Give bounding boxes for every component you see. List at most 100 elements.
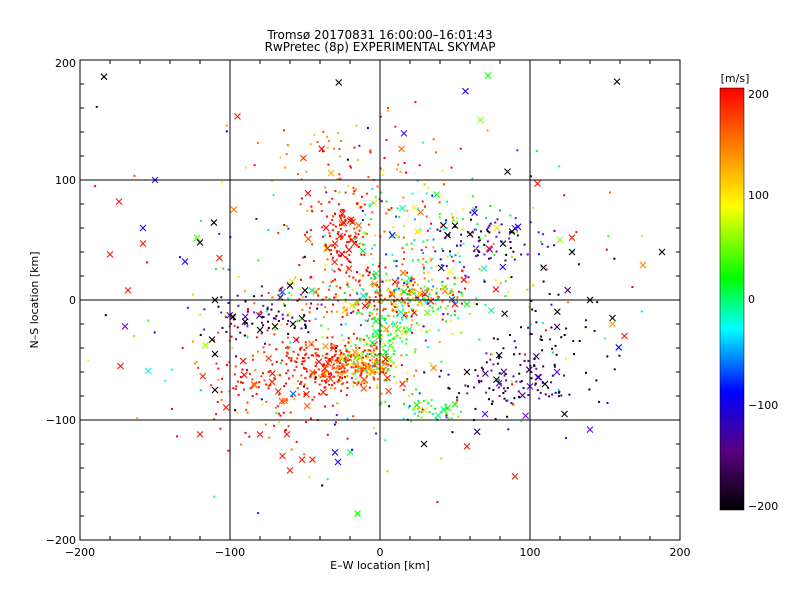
data-point-cross xyxy=(492,286,500,293)
data-point xyxy=(246,401,249,404)
data-point xyxy=(344,300,347,303)
data-point xyxy=(440,457,443,460)
x-tick-label: −200 xyxy=(65,546,95,559)
data-point xyxy=(368,314,371,317)
data-point xyxy=(305,421,308,424)
data-point xyxy=(367,274,370,277)
data-point xyxy=(296,387,299,390)
data-point xyxy=(489,222,492,225)
data-point xyxy=(427,402,430,405)
data-point xyxy=(358,297,361,300)
data-point xyxy=(405,380,408,383)
data-point xyxy=(436,228,439,231)
data-point xyxy=(298,264,301,267)
data-point xyxy=(340,352,343,355)
data-point xyxy=(541,349,544,352)
data-point xyxy=(337,294,340,297)
data-point xyxy=(306,231,308,234)
data-point-cross xyxy=(540,264,547,271)
data-point xyxy=(316,303,319,306)
data-point xyxy=(335,251,338,254)
data-point xyxy=(350,354,353,356)
data-point xyxy=(359,356,362,359)
data-point xyxy=(347,259,350,262)
data-point xyxy=(240,443,243,446)
data-point-cross xyxy=(230,206,238,213)
data-point xyxy=(316,141,319,143)
data-point xyxy=(424,301,427,304)
data-point xyxy=(341,357,344,360)
data-point xyxy=(529,323,532,326)
data-point xyxy=(511,255,514,258)
data-point xyxy=(295,440,298,443)
data-point xyxy=(585,319,587,322)
data-point xyxy=(412,292,415,295)
data-point xyxy=(339,372,342,375)
data-point xyxy=(299,382,302,385)
data-point-cross xyxy=(434,411,442,419)
data-point xyxy=(406,372,409,375)
data-point xyxy=(358,311,360,314)
data-point xyxy=(349,238,352,241)
data-point-cross xyxy=(286,467,294,474)
data-point-cross xyxy=(421,290,429,298)
data-point xyxy=(309,375,312,378)
data-point xyxy=(486,240,489,243)
data-point xyxy=(243,334,246,337)
data-point xyxy=(326,378,329,381)
data-point xyxy=(497,355,500,358)
data-point xyxy=(354,365,357,368)
data-point-cross xyxy=(256,312,263,319)
data-point xyxy=(361,381,364,384)
data-point xyxy=(352,186,355,189)
data-point xyxy=(317,348,319,351)
data-point xyxy=(349,358,351,361)
data-point xyxy=(535,367,538,370)
data-point-cross xyxy=(289,390,297,398)
data-point xyxy=(500,223,503,226)
data-point xyxy=(366,270,369,273)
data-point xyxy=(357,370,360,373)
data-point xyxy=(542,280,545,283)
data-point xyxy=(359,324,362,327)
data-point xyxy=(514,346,517,349)
data-point xyxy=(540,335,543,338)
data-point xyxy=(344,191,347,194)
data-point xyxy=(257,350,260,353)
data-point xyxy=(324,356,327,359)
data-point xyxy=(272,194,275,196)
data-point xyxy=(346,257,349,260)
data-point xyxy=(382,309,384,312)
data-point-cross xyxy=(361,302,369,310)
data-point-cross xyxy=(124,287,132,294)
data-point xyxy=(376,371,379,374)
data-point-cross xyxy=(609,320,616,328)
data-point xyxy=(364,364,367,367)
data-point xyxy=(404,312,407,314)
data-point xyxy=(346,283,349,286)
x-tick-label: 100 xyxy=(520,546,541,559)
data-point xyxy=(478,338,481,341)
data-point xyxy=(376,367,379,370)
data-point xyxy=(422,258,425,260)
data-point xyxy=(246,335,249,338)
data-point xyxy=(467,281,470,283)
data-point xyxy=(303,233,306,236)
data-point xyxy=(477,250,480,252)
data-point xyxy=(419,401,422,404)
data-point xyxy=(530,333,533,335)
data-point xyxy=(241,381,244,384)
data-point-cross xyxy=(514,223,522,231)
data-point xyxy=(361,275,364,278)
data-point xyxy=(339,286,342,289)
data-point xyxy=(379,298,382,300)
data-point xyxy=(310,354,313,357)
data-point xyxy=(606,355,609,358)
data-point xyxy=(453,283,456,285)
data-point xyxy=(447,417,450,420)
data-point xyxy=(471,206,474,209)
data-point xyxy=(368,296,371,299)
data-point xyxy=(358,242,361,245)
data-point xyxy=(386,314,389,317)
data-point xyxy=(395,299,398,302)
